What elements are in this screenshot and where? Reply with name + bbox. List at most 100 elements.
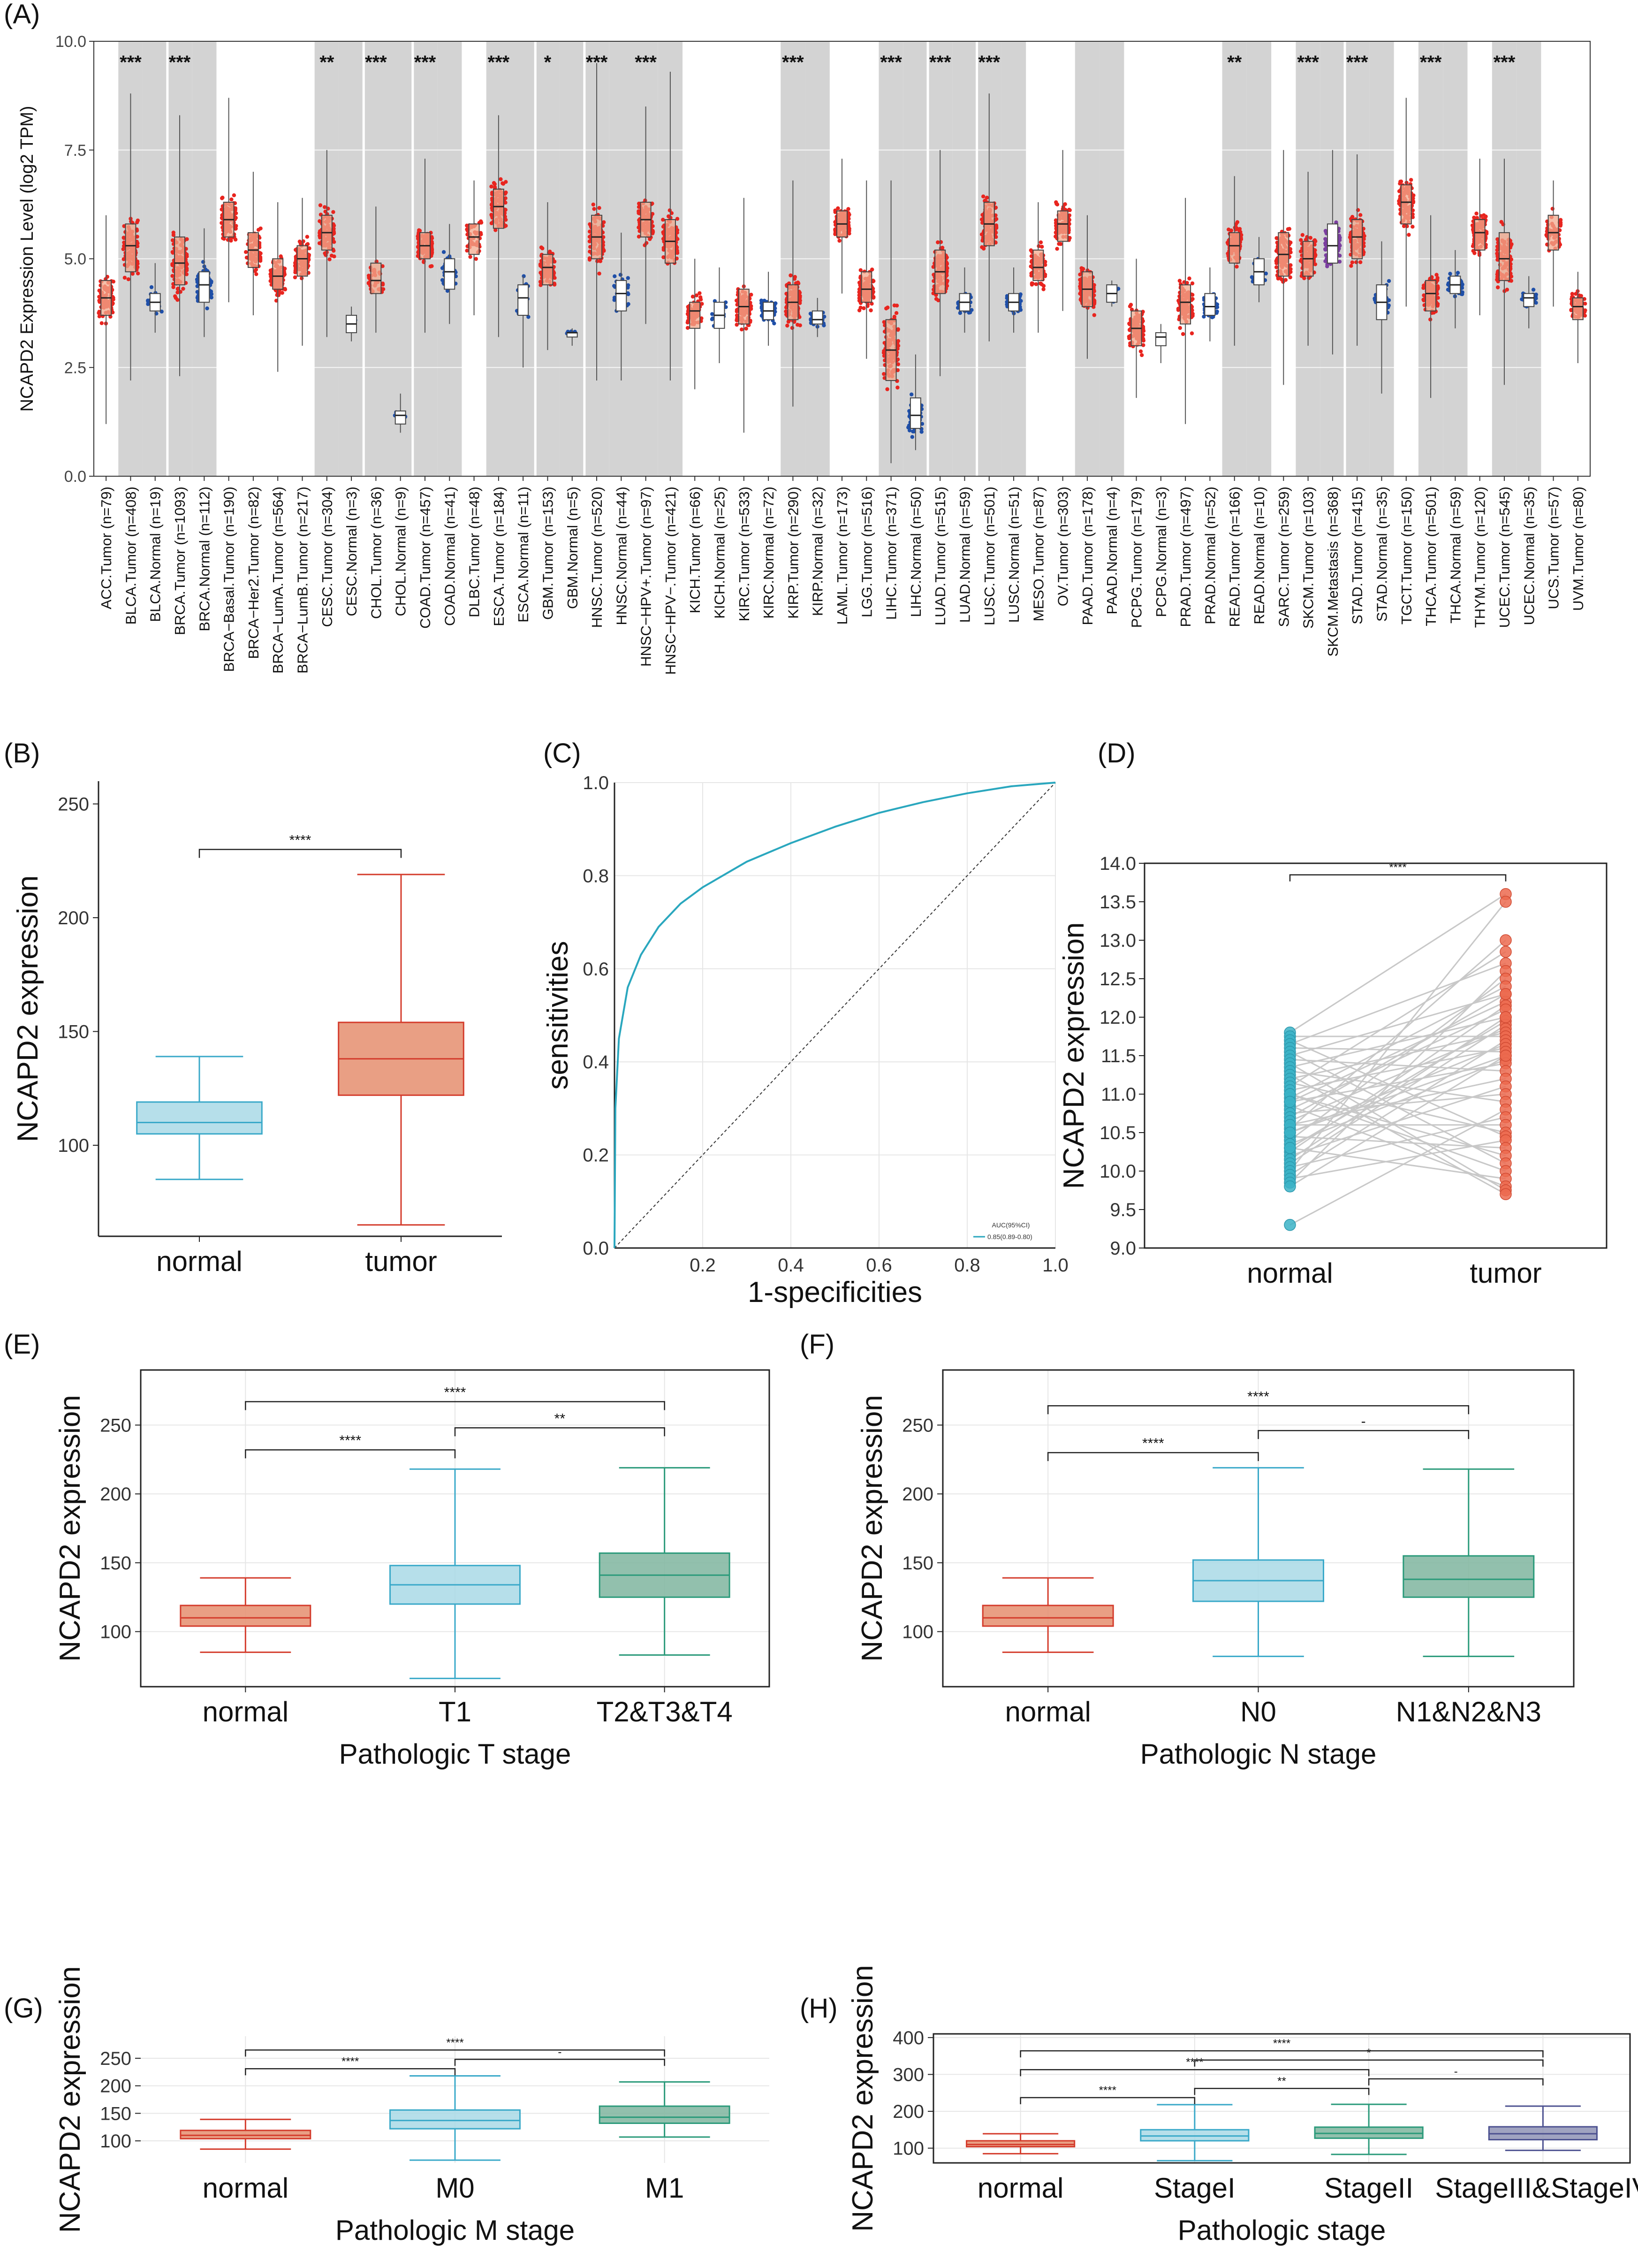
data-point xyxy=(1308,236,1312,240)
data-point xyxy=(1448,272,1452,276)
data-point xyxy=(979,232,984,236)
significance-label: *** xyxy=(929,52,951,73)
x-tick-label: KICH.Tumor (n=66) xyxy=(687,487,703,613)
data-point xyxy=(700,302,704,306)
data-point xyxy=(661,218,665,222)
data-point xyxy=(981,194,986,198)
x-tick-label: LGG.Tumor (n=516) xyxy=(858,487,875,617)
x-tick-label: LUSC.Normal (n=51) xyxy=(1006,487,1022,623)
data-point xyxy=(1349,264,1353,268)
data-point xyxy=(1411,200,1416,205)
data-point xyxy=(1250,275,1254,279)
data-point xyxy=(1354,260,1358,264)
data-point xyxy=(220,196,225,200)
data-point xyxy=(522,274,526,278)
significance-label: *** xyxy=(978,52,1000,73)
data-point xyxy=(417,228,421,232)
data-point xyxy=(597,271,601,276)
data-point xyxy=(170,263,174,267)
data-point xyxy=(1061,205,1065,209)
data-point xyxy=(869,308,873,312)
y-tick-label: 2.5 xyxy=(64,359,86,377)
data-point xyxy=(789,273,793,278)
data-point xyxy=(587,258,592,262)
data-point xyxy=(504,224,508,228)
data-point xyxy=(489,184,493,189)
x-tick-label: LUSC.Tumor (n=501) xyxy=(981,487,998,625)
x-tick-label: LUAD.Normal (n=59) xyxy=(956,487,973,623)
box xyxy=(1057,210,1069,242)
data-point xyxy=(538,280,543,284)
significance-label: *** xyxy=(635,52,657,73)
data-point xyxy=(592,207,596,211)
x-tick-label: CHOL.Normal (n=9) xyxy=(393,487,409,616)
data-point xyxy=(97,311,101,315)
x-tick-label: CESC.Normal (n=3) xyxy=(343,487,360,616)
data-point xyxy=(332,249,336,253)
x-tick-label: PRAD.Tumor (n=497) xyxy=(1177,487,1194,627)
data-point xyxy=(858,305,863,310)
data-point xyxy=(1055,247,1059,251)
significance-label: *** xyxy=(586,52,608,73)
data-point xyxy=(1350,260,1355,265)
data-point xyxy=(195,277,199,282)
data-point xyxy=(651,228,655,233)
data-point xyxy=(1037,244,1041,248)
box xyxy=(517,284,529,316)
data-point xyxy=(882,372,886,376)
data-point xyxy=(793,275,797,279)
data-point xyxy=(149,285,154,289)
x-tick-label: HNSC.Normal (n=44) xyxy=(613,487,629,625)
data-point xyxy=(774,301,778,305)
x-tick-label: KICH.Normal (n=25) xyxy=(712,487,728,619)
data-point xyxy=(195,290,199,294)
box xyxy=(811,310,823,325)
box xyxy=(468,223,480,255)
box xyxy=(444,258,455,290)
x-tick-label: BRCA−Basal.Tumor (n=190) xyxy=(221,487,237,672)
data-point xyxy=(1299,238,1303,242)
data-point xyxy=(1191,312,1195,316)
x-tick-label: SKCM.Metastasis (n=368) xyxy=(1325,487,1341,657)
data-point xyxy=(440,278,445,282)
x-tick-label: CESC.Tumor (n=304) xyxy=(319,487,335,627)
data-point xyxy=(332,223,336,228)
data-point xyxy=(847,231,851,236)
data-point xyxy=(981,246,986,251)
data-point xyxy=(892,303,897,308)
data-point xyxy=(1141,338,1146,343)
data-point xyxy=(1358,213,1363,217)
data-point xyxy=(740,327,744,332)
x-tick-label: LIHC.Normal (n=50) xyxy=(908,487,924,617)
data-point xyxy=(318,231,322,235)
data-point xyxy=(489,213,493,217)
data-point xyxy=(244,250,248,254)
data-point xyxy=(847,227,851,231)
y-tick-label: 5.0 xyxy=(64,251,86,268)
data-point xyxy=(135,220,139,225)
box xyxy=(493,189,504,229)
data-point xyxy=(936,240,940,244)
data-point xyxy=(675,251,680,255)
data-point xyxy=(1274,265,1279,269)
data-point xyxy=(1356,208,1360,212)
data-point xyxy=(1181,332,1185,336)
box xyxy=(1351,219,1363,259)
x-tick-label: SARC.Tumor (n=259) xyxy=(1275,487,1292,627)
data-point xyxy=(331,210,335,214)
data-point xyxy=(597,206,601,210)
data-point xyxy=(430,235,434,239)
data-point xyxy=(1215,309,1219,314)
data-point xyxy=(441,250,446,254)
x-tick-label: THCA.Tumor (n=501) xyxy=(1423,487,1439,626)
data-point xyxy=(283,287,288,292)
data-point xyxy=(474,257,478,261)
data-point xyxy=(234,211,238,215)
x-tick-label: LAML.Tumor (n=173) xyxy=(834,487,850,624)
data-point xyxy=(910,392,914,396)
data-point xyxy=(232,193,236,198)
x-tick-label: STAD.Tumor (n=415) xyxy=(1349,487,1365,624)
data-point xyxy=(122,275,127,280)
data-point xyxy=(307,253,311,257)
